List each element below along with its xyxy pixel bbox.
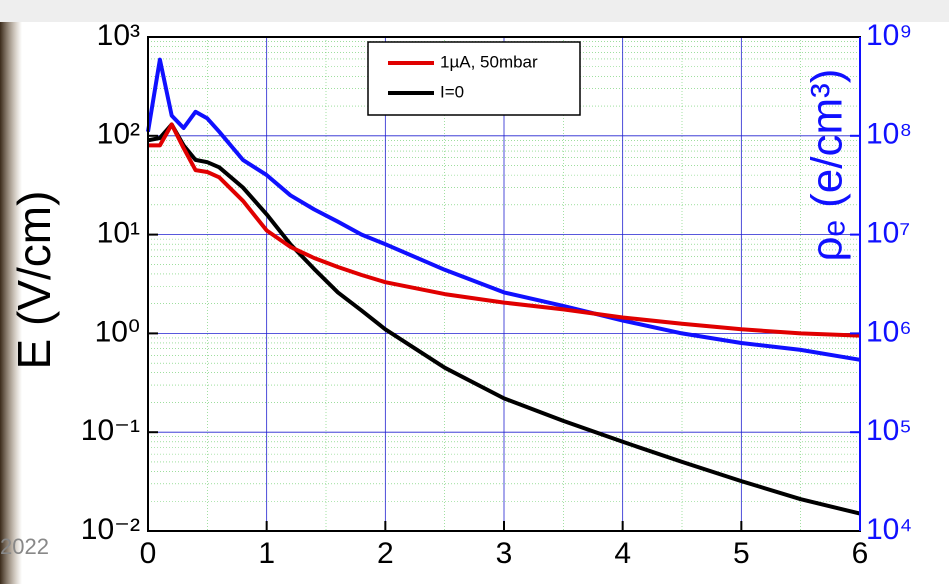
- lines: [146, 57, 861, 516]
- y-tick-label: 10²: [97, 118, 140, 151]
- x-tick-label: 0: [140, 537, 157, 570]
- series-line: [148, 122, 861, 338]
- x-tick-label: 6: [852, 537, 869, 570]
- y-tick-label: 10³: [97, 19, 140, 52]
- y-tick-label: 10⁻²: [81, 513, 140, 546]
- y2-axis-title: ρₑ (e/cm³): [803, 69, 852, 262]
- y2-tick-label: 10⁷: [866, 217, 910, 250]
- photo-edge: [0, 22, 22, 584]
- top-strip: [0, 0, 949, 22]
- y2-tick-label: 10⁹: [866, 19, 912, 52]
- y-tick-label: 10¹: [97, 217, 140, 250]
- legend-label: I=0: [440, 82, 464, 101]
- watermark: 2022: [0, 534, 49, 559]
- series-line: [147, 122, 861, 516]
- y-tick-label: 10⁰: [95, 315, 140, 348]
- legend-label: 1µA, 50mbar: [440, 52, 538, 71]
- series-line: [146, 57, 861, 362]
- legend-box: [367, 41, 581, 116]
- x-tick-label: 2: [377, 537, 394, 570]
- x-tick-label: 3: [496, 537, 513, 570]
- y2-tick-label: 10⁵: [866, 414, 912, 447]
- x-tick-label: 1: [258, 537, 275, 570]
- y2-tick-label: 10⁶: [866, 315, 912, 348]
- axes: 10³ 10² 10¹ 10⁰ 10⁻¹ 10⁻² 10⁹ 10⁸ 10⁷ 10⁶ 10⁵ 10⁴ 0 1…: [81, 19, 912, 570]
- y2-tick-label: 10⁸: [866, 118, 912, 151]
- y2-tick-label: 10⁴: [866, 513, 912, 546]
- y-axis-title: E (V/cm): [8, 191, 60, 370]
- y-tick-label: 10⁻¹: [81, 414, 140, 447]
- x-tick-label: 4: [614, 537, 631, 570]
- x-tick-label: 5: [733, 537, 750, 570]
